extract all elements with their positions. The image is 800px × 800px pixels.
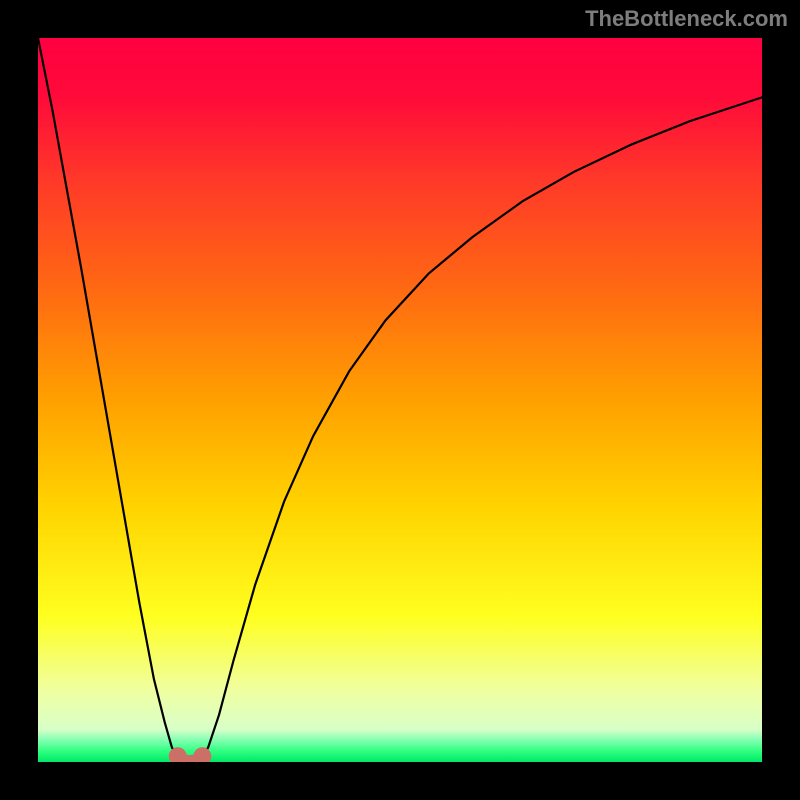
bottleneck-curve-left: [38, 38, 178, 756]
trough-marker-0: [169, 747, 187, 762]
figure-root: TheBottleneck.com: [0, 0, 800, 800]
watermark-text: TheBottleneck.com: [585, 6, 788, 32]
trough-marker-1: [193, 747, 211, 762]
curve-layer: [38, 38, 762, 762]
bottleneck-curve-right: [202, 97, 762, 756]
plot-area: [38, 38, 762, 762]
